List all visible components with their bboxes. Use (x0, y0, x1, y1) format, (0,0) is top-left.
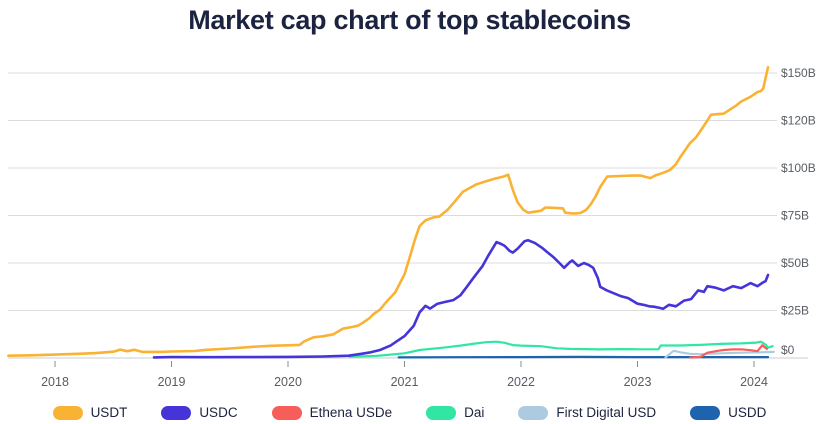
dai-swatch-icon (426, 405, 457, 420)
series-line-usdd (397, 355, 770, 359)
y-tick-label-100: $100B (781, 161, 816, 175)
x-tick-label-2023: 2023 (624, 375, 652, 389)
chart-legend: USDT USDC Ethena USDe Dai First Digital USD U… (0, 405, 819, 420)
x-tick-label-2021: 2021 (391, 375, 419, 389)
series-line-usdc (152, 238, 770, 359)
legend-label-dai: Dai (464, 405, 485, 420)
x-tick-label-2018: 2018 (41, 375, 69, 389)
legend-item-first-digital-usd[interactable]: First Digital USD (518, 405, 656, 420)
x-tick-label-2019: 2019 (158, 375, 186, 389)
x-tick-label-2020: 2020 (274, 375, 302, 389)
y-tick-label-50: $50B (781, 256, 809, 270)
usdc-swatch-icon (161, 405, 192, 420)
usdd-swatch-icon (690, 405, 721, 420)
ethena-usde-swatch-icon (271, 405, 302, 420)
legend-item-usdt[interactable]: USDT (52, 405, 128, 420)
legend-item-ethena-usde[interactable]: Ethena USDe (271, 405, 393, 420)
y-tick-label-125: $120B (781, 114, 816, 128)
legend-label-usdt: USDT (90, 405, 128, 420)
legend-item-dai[interactable]: Dai (426, 405, 484, 420)
y-tick-label-0: $0 (781, 343, 795, 357)
legend-label-usdc: USDC (199, 405, 238, 420)
legend-label-usdd: USDD (728, 405, 767, 420)
x-tick-label-2024: 2024 (740, 375, 768, 389)
usdt-swatch-icon (52, 405, 83, 420)
chart-title: Market cap chart of top stablecoins (188, 5, 631, 35)
series-line-dai (348, 340, 774, 358)
y-tick-label-150: $150B (781, 66, 816, 80)
series-line-ethena-usde (688, 344, 768, 359)
series-line-first-digital-usd (664, 349, 775, 359)
first-digital-usd-swatch-icon (518, 405, 549, 420)
y-tick-label-75: $75B (781, 209, 809, 223)
legend-label-first-digital-usd: First Digital USD (556, 405, 657, 420)
legend-item-usdc[interactable]: USDC (161, 405, 238, 420)
x-tick-label-2022: 2022 (507, 375, 535, 389)
series-line-usdt (7, 66, 770, 358)
y-tick-label-25: $25B (781, 304, 809, 318)
legend-label-ethena-usde: Ethena USDe (309, 405, 393, 420)
legend-item-usdd[interactable]: USDD (690, 405, 766, 420)
